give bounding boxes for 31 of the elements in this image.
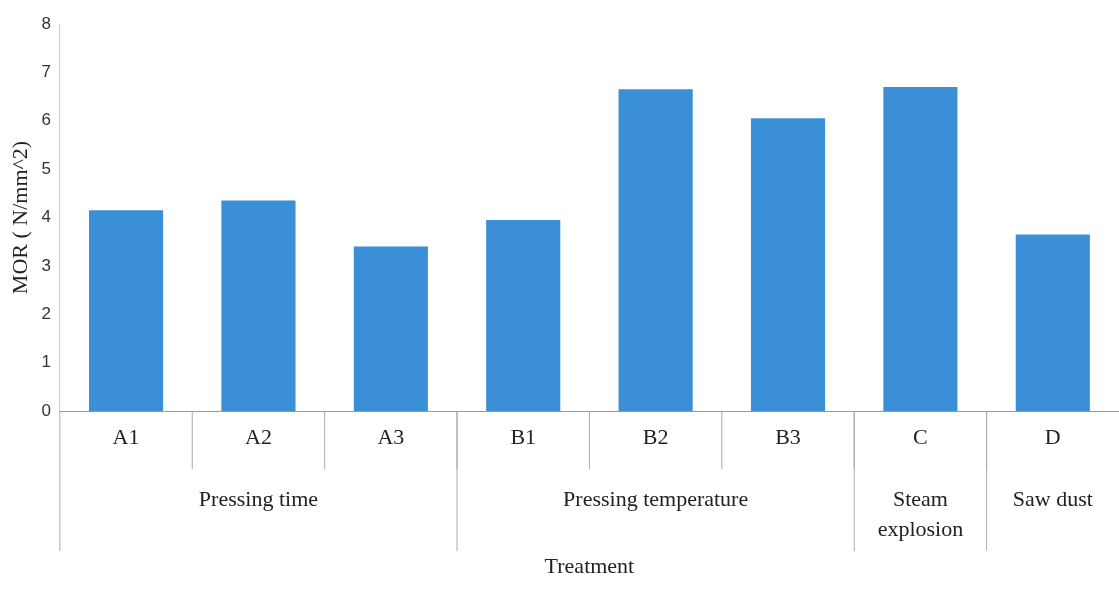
bar xyxy=(750,118,826,411)
y-axis-title: MOR ( N/mm^2) xyxy=(6,140,32,295)
bar xyxy=(88,210,164,411)
bar xyxy=(486,219,561,411)
x-tick-label: B2 xyxy=(642,423,669,449)
text: Pressing temperature xyxy=(563,485,749,511)
x-tick-label: A2 xyxy=(245,423,272,449)
y-tick-label: 5 xyxy=(41,158,51,178)
x-tick-label: D xyxy=(1044,423,1061,449)
y-tick-label: 6 xyxy=(41,110,51,130)
x-tick-label: A3 xyxy=(377,423,405,449)
y-tick-label: 8 xyxy=(41,13,51,33)
x-tick-label: B1 xyxy=(510,423,537,449)
y-tick-label: 0 xyxy=(41,400,51,420)
y-tick-label: 2 xyxy=(41,303,51,323)
text: Saw dust xyxy=(1012,485,1093,511)
x-tick-label: A1 xyxy=(112,423,140,449)
bar xyxy=(618,89,693,411)
bar xyxy=(353,246,428,411)
y-tick-label: 3 xyxy=(41,255,51,275)
y-tick-label: 7 xyxy=(41,62,51,82)
x-tick-label: B3 xyxy=(775,423,801,449)
x-tick-label: C xyxy=(913,423,928,449)
y-tick-label: 1 xyxy=(41,352,51,372)
bar xyxy=(883,86,958,411)
y-tick-label: 4 xyxy=(41,207,51,227)
bar xyxy=(221,200,296,411)
bar xyxy=(1015,234,1090,411)
x-axis-title: Treatment xyxy=(544,552,635,578)
text: Pressing time xyxy=(198,485,319,511)
text: Steam explosion xyxy=(877,485,964,541)
